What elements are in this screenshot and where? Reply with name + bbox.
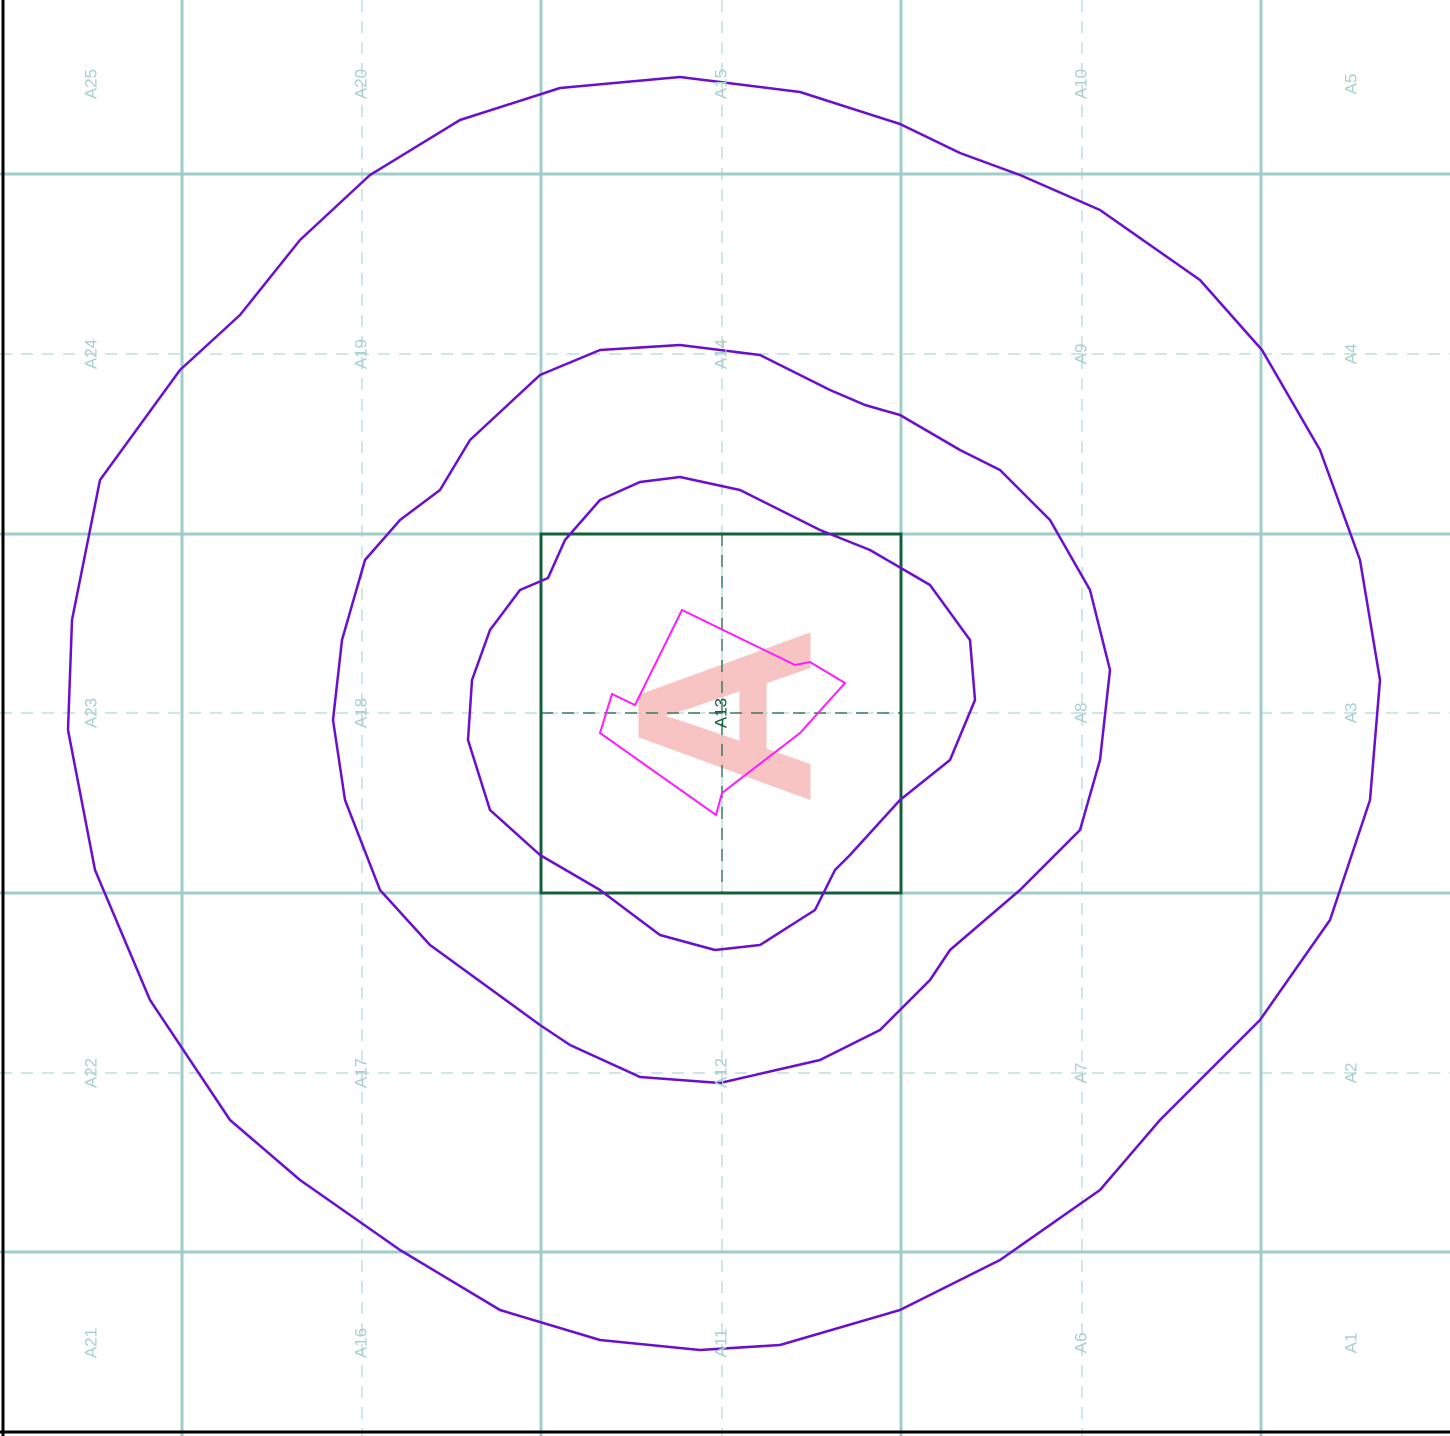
marker-letter: A (585, 626, 864, 807)
cell-label: A2 (1341, 1063, 1360, 1084)
site-boundary (598, 608, 847, 817)
cell-label: A18 (351, 698, 370, 728)
cell-label: A24 (81, 339, 100, 369)
cell-label: A13 (711, 698, 730, 728)
contour (466, 475, 977, 952)
cell-label: A10 (1071, 69, 1090, 99)
cell-label: A15 (711, 69, 730, 99)
cell-label: A25 (81, 69, 100, 99)
cell-label: A1 (1341, 1333, 1360, 1354)
cell-label: A20 (351, 69, 370, 99)
selected-cell (539, 532, 903, 895)
cell-labels: A1 A2 A3 A4 A5 A6 A7 A8 A9 A10 A11 A12 A13 A14 A15 A16 A… (81, 69, 1360, 1358)
cell-label: A23 (81, 698, 100, 728)
contour (66, 75, 1382, 1352)
cell-label: A12 (711, 1058, 730, 1088)
cell-label: A3 (1341, 703, 1360, 724)
cell-label: A19 (351, 339, 370, 369)
cell-label: A16 (351, 1328, 370, 1358)
cell-label: A8 (1071, 703, 1090, 724)
cell-label: A7 (1071, 1063, 1090, 1084)
cell-label: A17 (351, 1058, 370, 1088)
cell-label: A14 (711, 339, 730, 369)
cell-label: A9 (1071, 344, 1090, 365)
cell-label: A5 (1341, 74, 1360, 95)
contour (331, 343, 1112, 1085)
cell-label: A4 (1341, 344, 1360, 365)
cell-label: A11 (711, 1329, 730, 1358)
cell-label: A21 (81, 1328, 100, 1358)
cell-label: A22 (81, 1058, 100, 1088)
cell-box (539, 532, 903, 895)
cell-label: A6 (1071, 1333, 1090, 1354)
